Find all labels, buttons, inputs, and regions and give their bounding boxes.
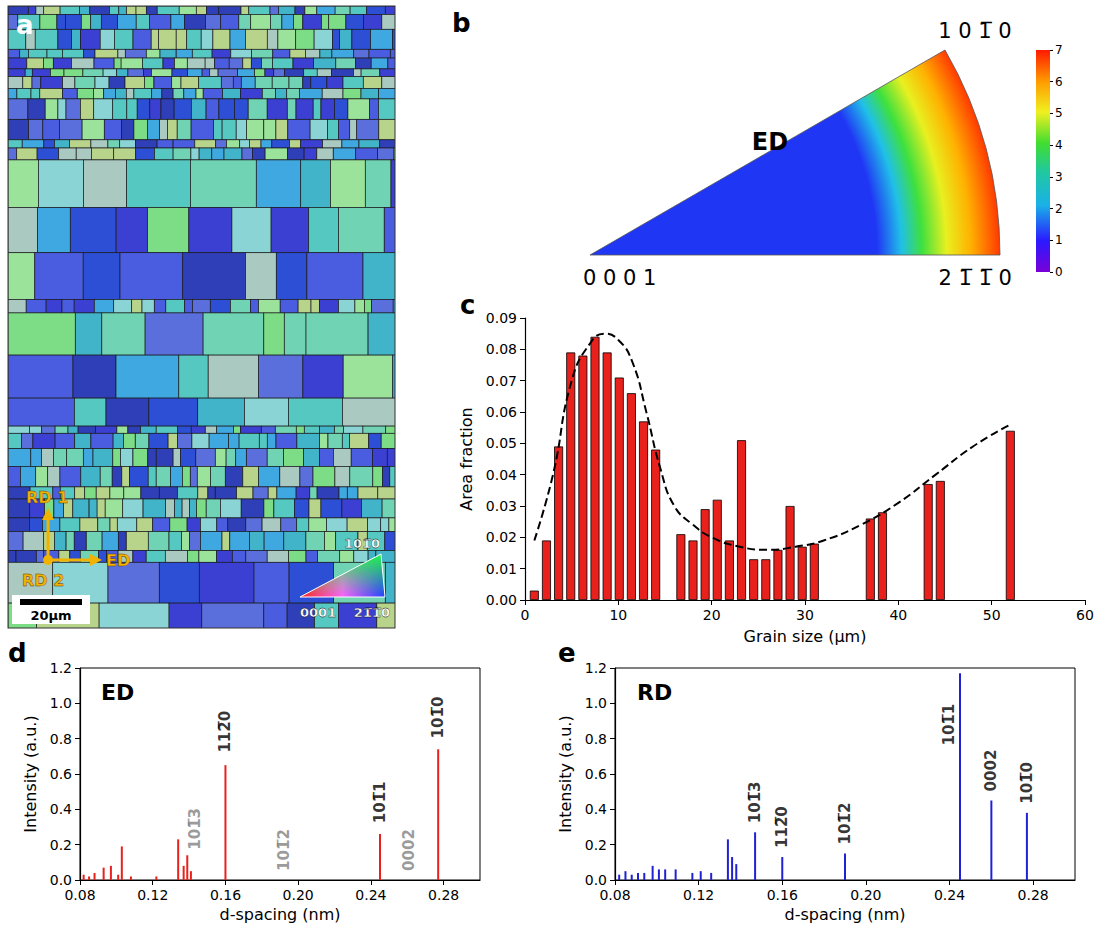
svg-text:101̅1: 101̅1	[371, 781, 389, 823]
svg-text:30: 30	[796, 607, 814, 623]
svg-text:a: a	[16, 10, 34, 40]
svg-text:21̅1̅0: 21̅1̅0	[354, 605, 390, 620]
svg-text:40: 40	[889, 607, 907, 623]
svg-text:101̅1: 101̅1	[940, 704, 958, 746]
svg-text:0.02: 0.02	[486, 529, 517, 545]
svg-text:e: e	[558, 638, 576, 668]
svg-text:60: 60	[1076, 607, 1094, 623]
svg-text:10: 10	[609, 607, 627, 623]
svg-text:3: 3	[1055, 170, 1063, 184]
svg-text:0 0 0 1: 0 0 0 1	[583, 266, 656, 290]
svg-text:0.6: 0.6	[50, 766, 72, 782]
svg-text:0.2: 0.2	[50, 837, 72, 853]
svg-text:b: b	[452, 8, 471, 38]
svg-text:0.28: 0.28	[428, 887, 459, 903]
svg-text:0.2: 0.2	[585, 837, 607, 853]
svg-text:2 1̅ 1̅ 0: 2 1̅ 1̅ 0	[939, 266, 1012, 290]
svg-text:ED: ED	[752, 128, 788, 156]
svg-text:0.16: 0.16	[767, 887, 798, 903]
svg-text:0.08: 0.08	[599, 887, 630, 903]
svg-text:0.6: 0.6	[585, 766, 607, 782]
svg-text:ED: ED	[101, 680, 134, 705]
svg-text:0.20: 0.20	[850, 887, 881, 903]
svg-text:101̅2: 101̅2	[836, 803, 854, 845]
svg-text:0.20: 0.20	[283, 887, 314, 903]
svg-text:20µm: 20µm	[30, 608, 71, 623]
svg-text:0.12: 0.12	[683, 887, 714, 903]
svg-text:ED: ED	[106, 551, 130, 570]
svg-text:101̅3: 101̅3	[746, 781, 764, 823]
svg-text:101̅2: 101̅2	[275, 829, 293, 871]
svg-text:Area fraction: Area fraction	[457, 407, 476, 510]
svg-text:RD 1: RD 1	[26, 488, 68, 507]
svg-text:d-spacing (nm): d-spacing (nm)	[219, 905, 340, 924]
svg-text:20: 20	[703, 607, 721, 623]
svg-text:101̅0: 101̅0	[429, 697, 447, 739]
svg-text:0.4: 0.4	[585, 801, 607, 817]
svg-text:RD 2: RD 2	[22, 571, 64, 590]
svg-text:d-spacing (nm): d-spacing (nm)	[784, 905, 905, 924]
svg-text:7: 7	[1055, 43, 1063, 57]
svg-text:0.01: 0.01	[486, 561, 517, 577]
svg-text:0.03: 0.03	[486, 498, 517, 514]
svg-text:112̅0: 112̅0	[773, 806, 791, 848]
svg-text:0.8: 0.8	[585, 731, 607, 747]
svg-text:1 0 1̅ 0: 1 0 1̅ 0	[938, 19, 1011, 43]
svg-text:1.2: 1.2	[50, 660, 72, 676]
svg-text:50: 50	[983, 607, 1001, 623]
svg-text:d: d	[8, 638, 27, 668]
svg-text:2: 2	[1055, 202, 1063, 216]
svg-text:101̅3: 101̅3	[186, 808, 204, 850]
svg-text:0001: 0001	[300, 605, 336, 620]
svg-text:1: 1	[1055, 233, 1063, 247]
svg-text:0.08: 0.08	[486, 341, 517, 357]
svg-text:0.16: 0.16	[210, 887, 241, 903]
svg-text:0.07: 0.07	[486, 373, 517, 389]
svg-text:0.06: 0.06	[486, 404, 517, 420]
svg-text:c: c	[460, 290, 475, 320]
svg-text:0: 0	[1055, 265, 1063, 279]
svg-text:RD: RD	[637, 680, 672, 705]
svg-text:Grain size (µm): Grain size (µm)	[744, 627, 867, 646]
svg-text:0.09: 0.09	[486, 310, 517, 326]
svg-text:0.4: 0.4	[50, 801, 72, 817]
svg-text:4: 4	[1055, 138, 1063, 152]
svg-text:0.0: 0.0	[50, 872, 72, 888]
svg-text:101̅0: 101̅0	[344, 536, 380, 551]
svg-text:0.8: 0.8	[50, 731, 72, 747]
svg-text:0.08: 0.08	[64, 887, 95, 903]
svg-text:0.12: 0.12	[137, 887, 168, 903]
svg-text:0002: 0002	[400, 829, 418, 871]
svg-text:0.0: 0.0	[585, 872, 607, 888]
svg-text:1.0: 1.0	[585, 695, 607, 711]
svg-text:0002: 0002	[982, 750, 1000, 792]
svg-text:112̅0: 112̅0	[216, 711, 234, 753]
svg-text:0: 0	[521, 607, 530, 623]
svg-text:1.2: 1.2	[585, 660, 607, 676]
svg-text:0.04: 0.04	[486, 467, 517, 483]
svg-text:0.05: 0.05	[486, 435, 517, 451]
svg-text:0.00: 0.00	[486, 592, 517, 608]
svg-text:Intensity (a.u.): Intensity (a.u.)	[556, 715, 575, 832]
svg-text:0.24: 0.24	[355, 887, 386, 903]
svg-text:1.0: 1.0	[50, 695, 72, 711]
svg-text:Intensity (a.u.): Intensity (a.u.)	[21, 715, 40, 832]
svg-text:0.24: 0.24	[934, 887, 965, 903]
svg-text:101̅0: 101̅0	[1018, 762, 1036, 804]
svg-text:0.28: 0.28	[1018, 887, 1049, 903]
svg-text:6: 6	[1055, 75, 1063, 89]
svg-text:5: 5	[1055, 106, 1063, 120]
